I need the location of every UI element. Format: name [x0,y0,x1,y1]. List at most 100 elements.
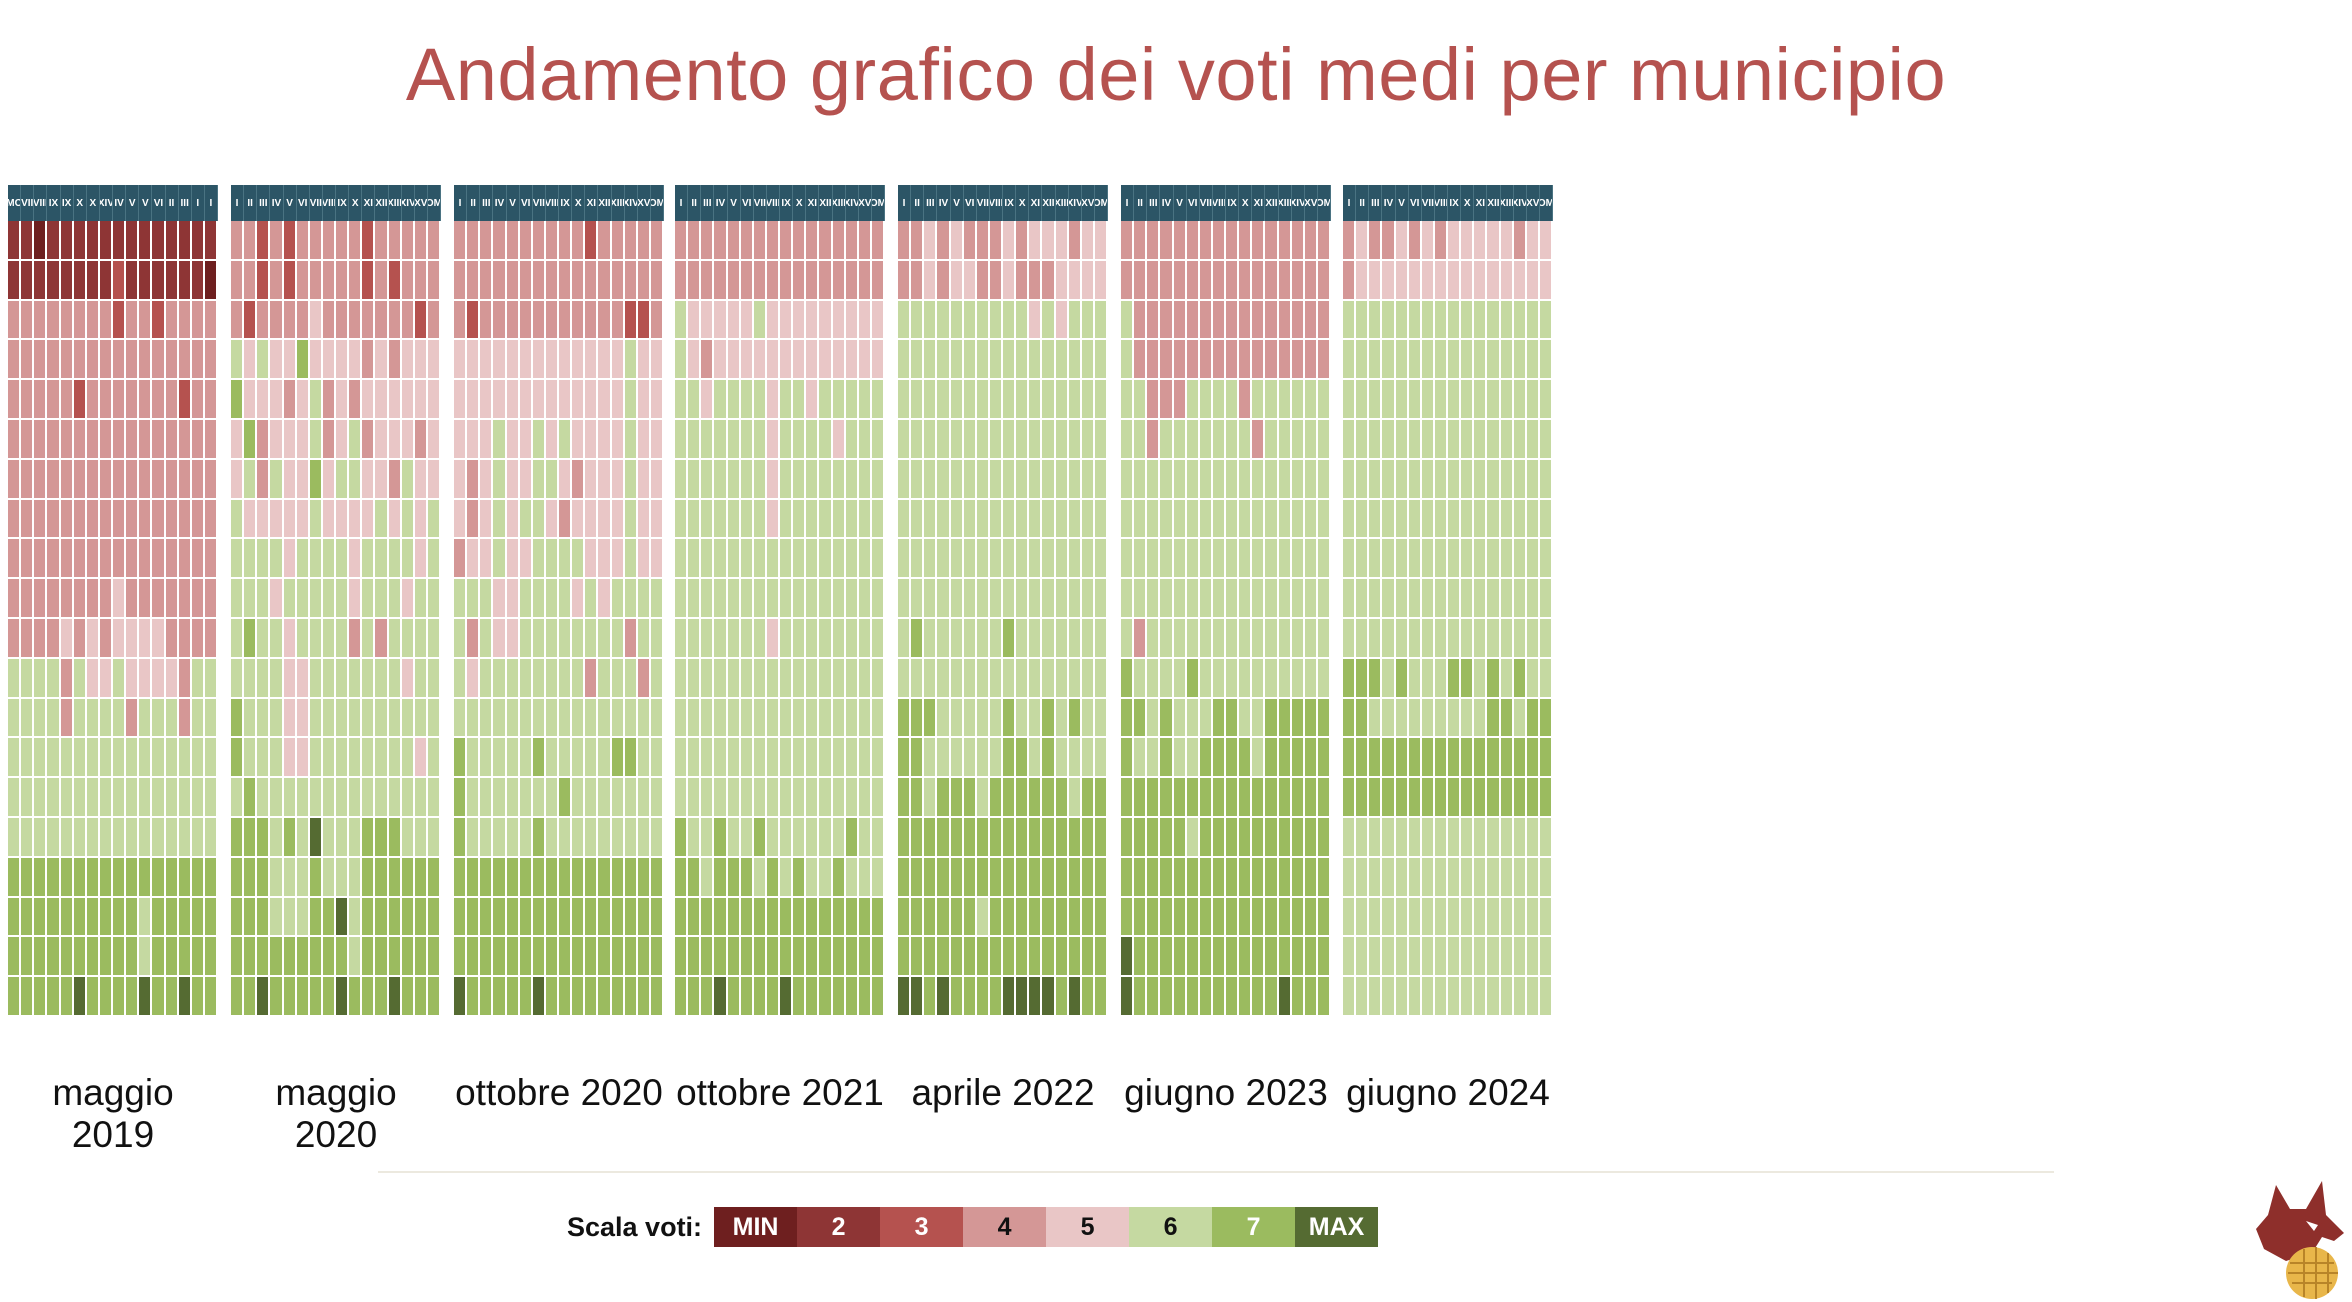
heatmap-cell [845,221,859,261]
heatmap-cell [427,658,441,699]
heatmap-cell [1343,778,1357,818]
heatmap-cell [349,738,363,779]
heatmap-cell [545,459,559,500]
heatmap-cell [1160,977,1174,1017]
heatmap-cell [611,340,625,381]
heatmap-cell [21,420,35,460]
heatmap-cell [1160,499,1174,540]
heatmap-cell [858,380,872,420]
heatmap-cell [309,897,323,938]
heatmap-cell [701,658,715,699]
heatmap-cell [1291,818,1305,858]
heatmap-cell [701,698,715,739]
heatmap-cell [1369,977,1383,1017]
heatmap-cell [283,619,297,659]
heatmap-cell [1173,340,1187,381]
heatmap-cell [1304,539,1318,580]
heatmap-cell [1382,340,1396,381]
heatmap-cell [1121,897,1135,938]
heatmap-cell [559,579,573,619]
heatmap-cell [871,738,885,779]
column-header: III [480,185,494,221]
heatmap-cell [858,977,872,1017]
heatmap-cell [1408,300,1422,341]
heatmap-cell [231,260,245,301]
heatmap-cell [532,698,546,739]
heatmap-cell [1487,420,1501,460]
heatmap-cell [467,698,481,739]
heatmap-cell [519,420,533,460]
heatmap-cell [86,260,100,301]
heatmap-cell [113,619,127,659]
heatmap-cell [152,420,166,460]
heatmap-cell [1317,300,1331,341]
heatmap-cell [493,459,507,500]
heatmap-cell [139,818,153,858]
heatmap-cell [1199,579,1213,619]
heatmap-cell [86,499,100,540]
heatmap-cell [1369,260,1383,301]
column-header: IX [1226,185,1240,221]
heatmap-cell [598,579,612,619]
heatmap-cell [1278,221,1292,261]
heatmap-cell [178,897,192,938]
heatmap-cell [309,260,323,301]
heatmap-cell [585,260,599,301]
heatmap-cell [1408,818,1422,858]
heatmap-cell [1487,380,1501,420]
heatmap-cell [21,340,35,381]
heatmap-cell [1042,857,1056,898]
period-label: giugno 2024 [1346,1072,1550,1113]
heatmap-cell [1147,539,1161,580]
heatmap-cell [139,738,153,779]
heatmap-cell [1029,818,1043,858]
heatmap-cell [349,818,363,858]
heatmap-cell [336,300,350,341]
heatmap-cell [1265,738,1279,779]
heatmap-cell [650,857,664,898]
heatmap-cell [740,738,754,779]
heatmap-cell [675,937,689,978]
heatmap-cell [8,579,22,619]
heatmap-cell [1526,937,1540,978]
heatmap-cell [375,300,389,341]
heatmap-cell [780,300,794,341]
heatmap-cell [454,738,468,779]
heatmap-cell [139,579,153,619]
heatmap-cell [296,221,310,261]
heatmap-cell [152,300,166,341]
heatmap-cell [1304,658,1318,699]
heatmap-cell [1252,579,1266,619]
heatmap-cell [60,818,74,858]
heatmap-cell [1382,857,1396,898]
heatmap-cell [559,340,573,381]
heatmap-cell [231,380,245,420]
heatmap-cell [506,977,520,1017]
heatmap-cell [898,380,912,420]
heatmap-grid [454,221,664,1017]
heatmap-cell [113,499,127,540]
heatmap-cell [1395,539,1409,580]
heatmap-cell [283,937,297,978]
heatmap-cell [740,221,754,261]
heatmap-cell [714,977,728,1017]
heatmap-cell [1252,818,1266,858]
heatmap-cell [1094,380,1108,420]
heatmap-cell [191,420,205,460]
heatmap-cell [989,221,1003,261]
heatmap-cell [1356,420,1370,460]
heatmap-cell [532,738,546,779]
heatmap-cell [1395,260,1409,301]
heatmap-cell [937,420,951,460]
period-label: ottobre 2020 [455,1072,663,1113]
heatmap-cell [532,818,546,858]
heatmap-cell [1055,420,1069,460]
heatmap-cell [47,937,61,978]
heatmap-cell [244,778,258,818]
heatmap-cell [283,459,297,500]
heatmap-cell [1278,579,1292,619]
column-header: III [1147,185,1161,221]
column-header: X [74,185,87,221]
heatmap-cell [362,857,376,898]
